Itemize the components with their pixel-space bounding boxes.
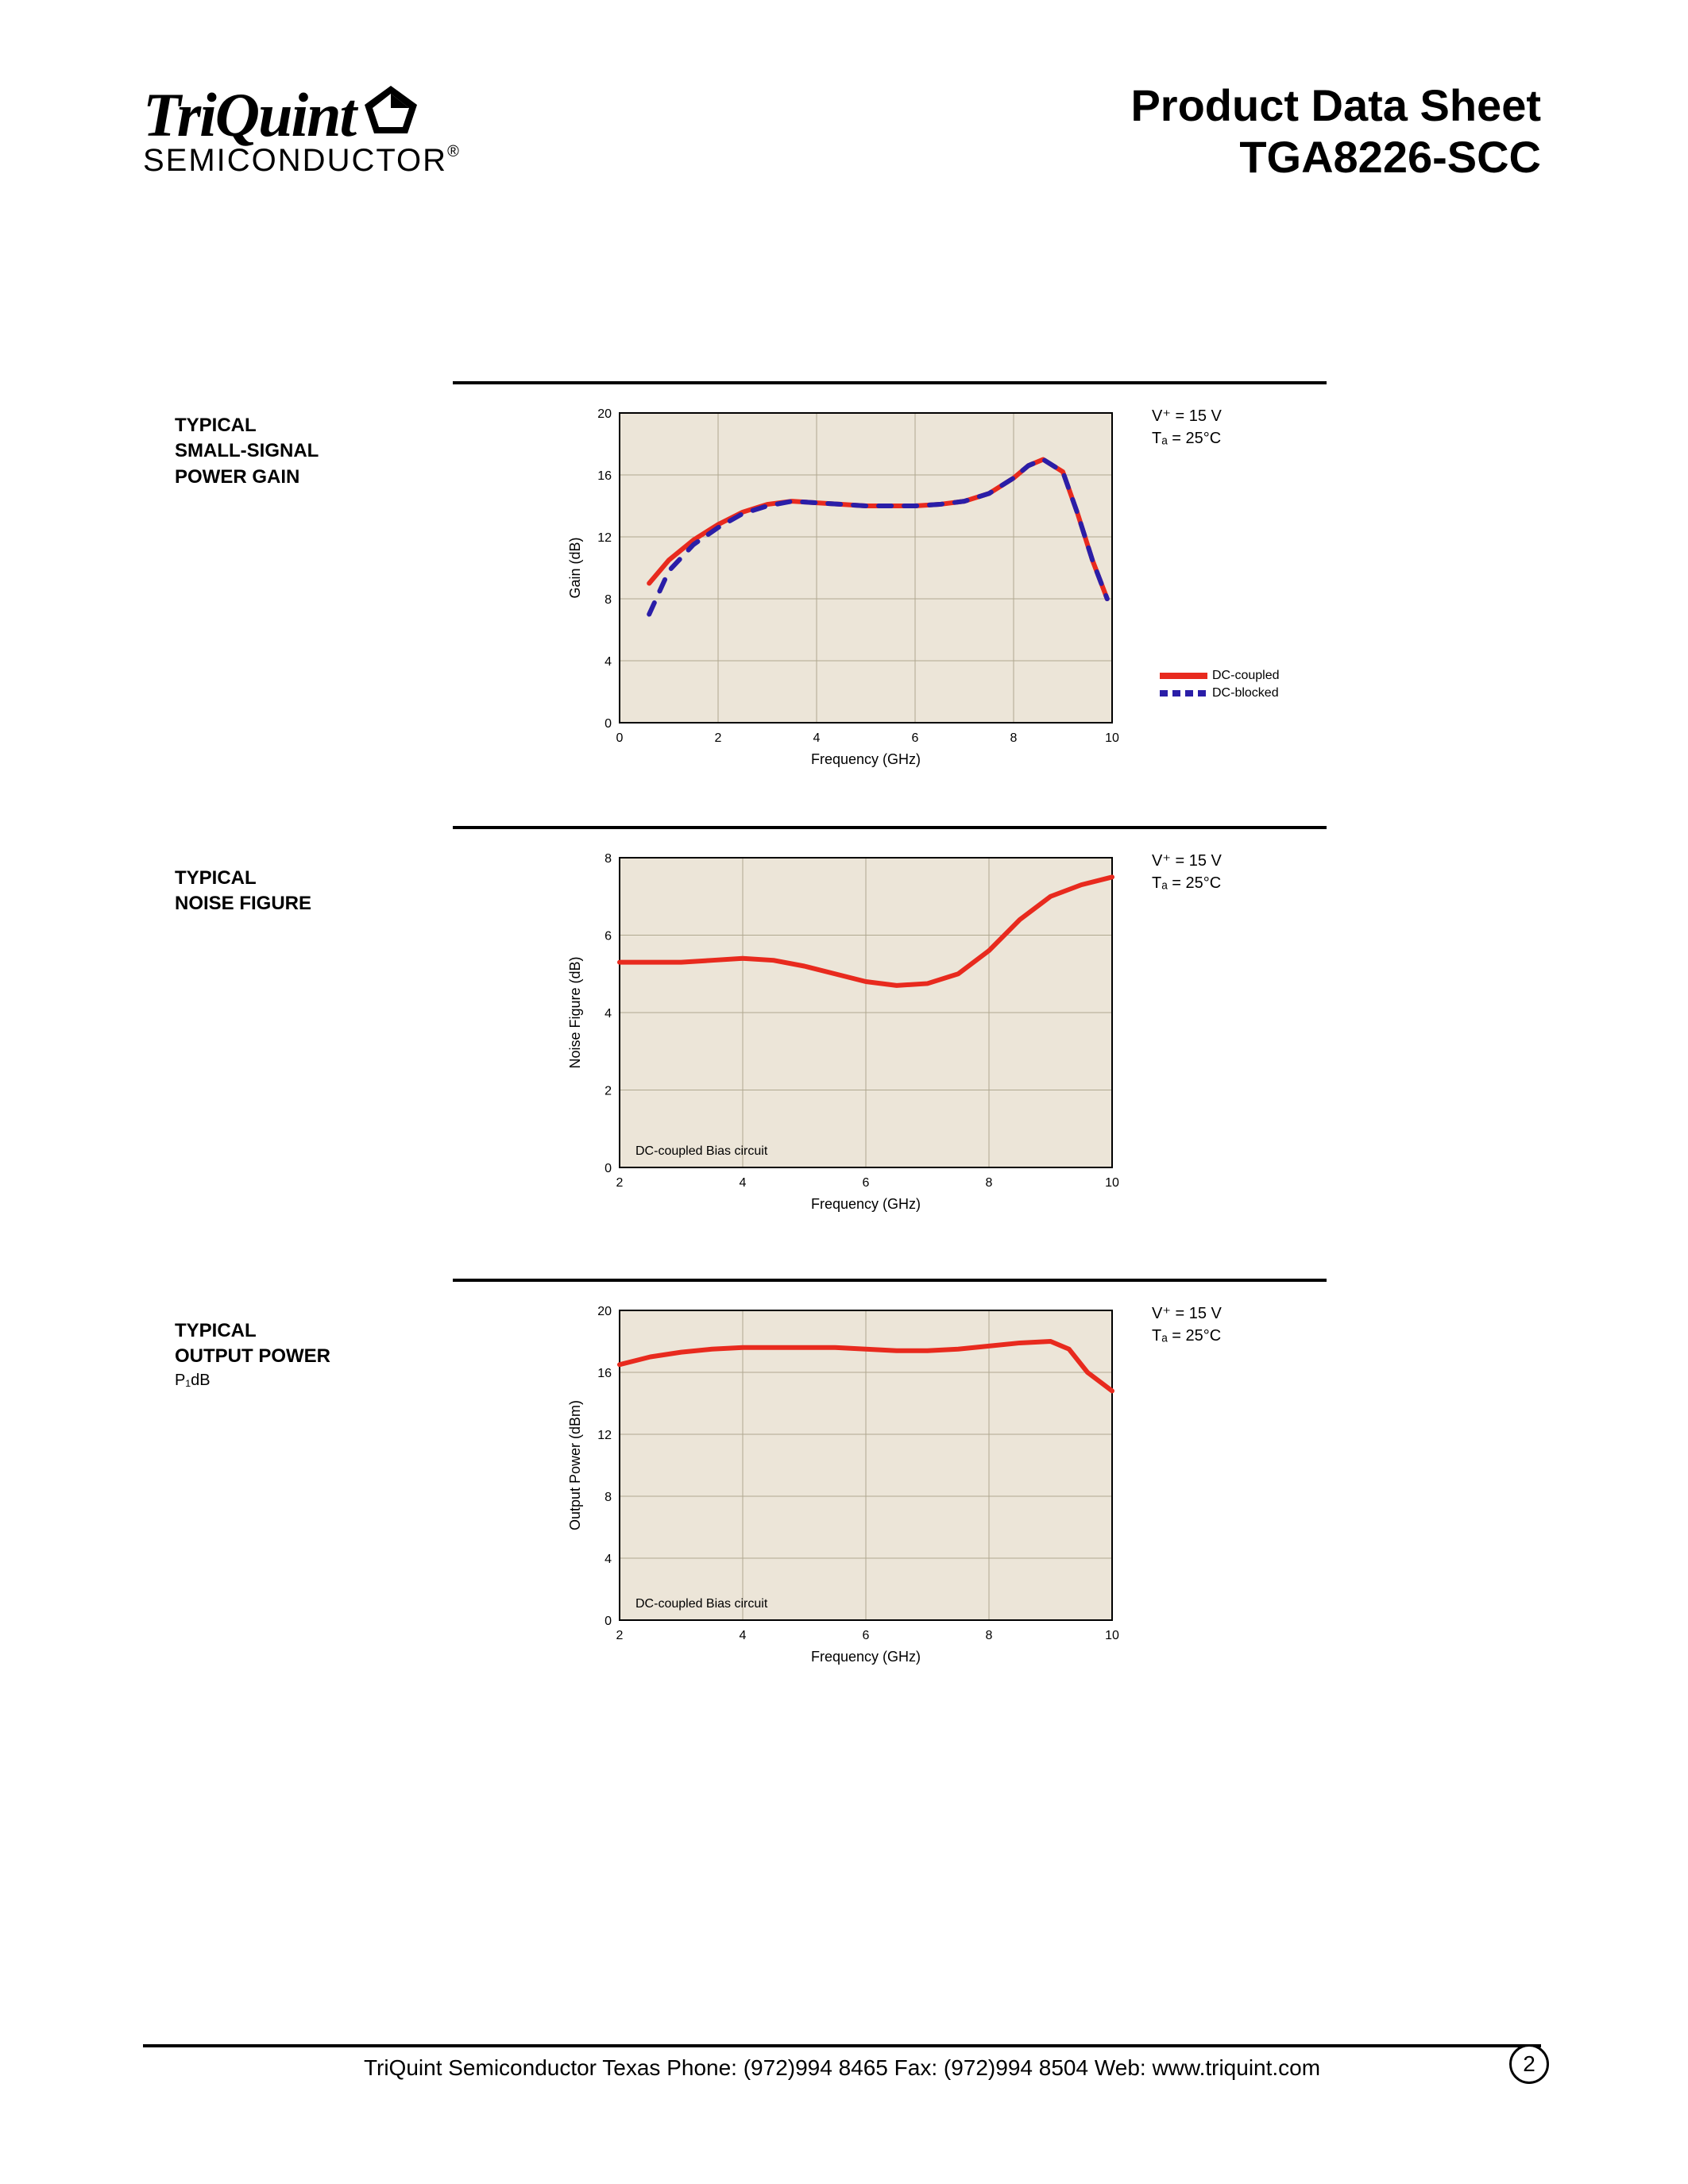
- section-rule: [453, 381, 1327, 384]
- company-logo: TriQuint SEMICONDUCTOR®: [143, 79, 485, 179]
- svg-text:2: 2: [616, 1176, 624, 1190]
- label-text: NOISE FIGURE: [175, 891, 413, 916]
- svg-text:12: 12: [597, 531, 612, 545]
- svg-text:Output Power (dBm): Output Power (dBm): [567, 1400, 583, 1530]
- cond-temperature: Tₐ = 25°C: [1152, 872, 1222, 894]
- chart-nf: 24681002468Frequency (GHz)Noise Figure (…: [556, 842, 1128, 1227]
- svg-text:0: 0: [605, 1162, 612, 1175]
- svg-text:0: 0: [616, 731, 624, 745]
- registered-mark: ®: [447, 143, 461, 160]
- svg-text:8: 8: [605, 852, 612, 866]
- svg-text:4: 4: [813, 731, 821, 745]
- svg-text:20: 20: [597, 407, 612, 421]
- section-rule: [453, 1279, 1327, 1282]
- chart-legend: DC-coupled DC-blocked: [1160, 667, 1279, 702]
- chart-conditions: V⁺ = 15 V Tₐ = 25°C: [1152, 405, 1222, 450]
- cond-temperature: Tₐ = 25°C: [1152, 1325, 1222, 1347]
- logo-text-suffix: Quint: [215, 79, 355, 151]
- svg-text:10: 10: [1105, 1176, 1119, 1190]
- label-text: OUTPUT POWER: [175, 1344, 413, 1369]
- label-text: TYPICAL: [175, 413, 413, 438]
- svg-text:16: 16: [597, 1367, 612, 1380]
- label-text: TYPICAL: [175, 1318, 413, 1344]
- chart-conditions: V⁺ = 15 V Tₐ = 25°C: [1152, 850, 1222, 894]
- label-text: P₁dB: [175, 1370, 413, 1391]
- svg-text:4: 4: [605, 1553, 612, 1566]
- doc-title: Product Data Sheet TGA8226-SCC: [1130, 79, 1541, 183]
- svg-text:16: 16: [597, 469, 612, 483]
- legend-label: DC-blocked: [1212, 686, 1279, 700]
- legend-swatch: [1160, 690, 1207, 696]
- page-number: 2: [1509, 2044, 1549, 2084]
- label-text: POWER GAIN: [175, 465, 413, 490]
- svg-text:2: 2: [715, 731, 722, 745]
- svg-text:Noise Figure (dB): Noise Figure (dB): [567, 956, 583, 1068]
- section-label-nf: TYPICAL NOISE FIGURE: [175, 866, 413, 917]
- svg-text:20: 20: [597, 1305, 612, 1318]
- svg-text:4: 4: [740, 1629, 747, 1642]
- svg-text:0: 0: [605, 1615, 612, 1628]
- svg-text:8: 8: [1010, 731, 1018, 745]
- svg-text:2: 2: [605, 1085, 612, 1098]
- svg-text:Frequency (GHz): Frequency (GHz): [811, 1649, 921, 1665]
- svg-text:8: 8: [605, 1491, 612, 1504]
- svg-text:8: 8: [986, 1629, 993, 1642]
- svg-text:10: 10: [1105, 1629, 1119, 1642]
- svg-text:Frequency (GHz): Frequency (GHz): [811, 1196, 921, 1212]
- logo-subline: SEMICONDUCTOR: [143, 143, 447, 178]
- label-text: SMALL-SIGNAL: [175, 438, 413, 464]
- legend-label: DC-coupled: [1212, 669, 1279, 683]
- section-label-gain: TYPICAL SMALL-SIGNAL POWER GAIN: [175, 413, 413, 490]
- cond-voltage: V⁺ = 15 V: [1152, 405, 1222, 427]
- legend-swatch: [1160, 673, 1207, 679]
- svg-text:2: 2: [616, 1629, 624, 1642]
- cond-voltage: V⁺ = 15 V: [1152, 850, 1222, 872]
- svg-text:12: 12: [597, 1429, 612, 1442]
- pentagon-icon: [363, 84, 419, 135]
- label-text: TYPICAL: [175, 866, 413, 891]
- section-rule: [453, 826, 1327, 829]
- title-line1: Product Data Sheet: [1130, 79, 1541, 131]
- svg-text:8: 8: [605, 593, 612, 607]
- page-number-text: 2: [1523, 2051, 1535, 2077]
- svg-text:6: 6: [912, 731, 919, 745]
- svg-text:8: 8: [986, 1176, 993, 1190]
- svg-text:DC-coupled Bias circuit: DC-coupled Bias circuit: [635, 1144, 768, 1158]
- svg-text:6: 6: [863, 1176, 870, 1190]
- svg-text:6: 6: [605, 930, 612, 943]
- cond-voltage: V⁺ = 15 V: [1152, 1302, 1222, 1325]
- page-footer: TriQuint Semiconductor Texas Phone: (972…: [143, 2044, 1541, 2081]
- chart-pout: 2 4 6 8 10 0 4 8 12 16 20 Frequency (GHz) Output Pow…: [556, 1295, 1128, 1680]
- title-line2: TGA8226-SCC: [1130, 131, 1541, 183]
- footer-text: TriQuint Semiconductor Texas Phone: (972…: [364, 2055, 1320, 2081]
- chart-gain: 0 2 4 6 8 10 0 4 8 12 16 20 Frequency (GHz) Gain (dB): [556, 397, 1128, 782]
- svg-text:4: 4: [740, 1176, 747, 1190]
- logo-text-prefix: Tri: [143, 79, 215, 151]
- svg-text:6: 6: [863, 1629, 870, 1642]
- svg-text:10: 10: [1105, 731, 1119, 745]
- chart-conditions: V⁺ = 15 V Tₐ = 25°C: [1152, 1302, 1222, 1347]
- svg-text:4: 4: [605, 1007, 612, 1021]
- page-header: TriQuint SEMICONDUCTOR® Product Data She…: [143, 79, 1541, 222]
- svg-text:Gain (dB): Gain (dB): [567, 537, 583, 598]
- svg-text:DC-coupled Bias circuit: DC-coupled Bias circuit: [635, 1597, 768, 1611]
- svg-text:4: 4: [605, 655, 612, 669]
- svg-text:Frequency (GHz): Frequency (GHz): [811, 751, 921, 767]
- section-label-pout: TYPICAL OUTPUT POWER P₁dB: [175, 1318, 413, 1391]
- svg-text:0: 0: [605, 717, 612, 731]
- cond-temperature: Tₐ = 25°C: [1152, 427, 1222, 450]
